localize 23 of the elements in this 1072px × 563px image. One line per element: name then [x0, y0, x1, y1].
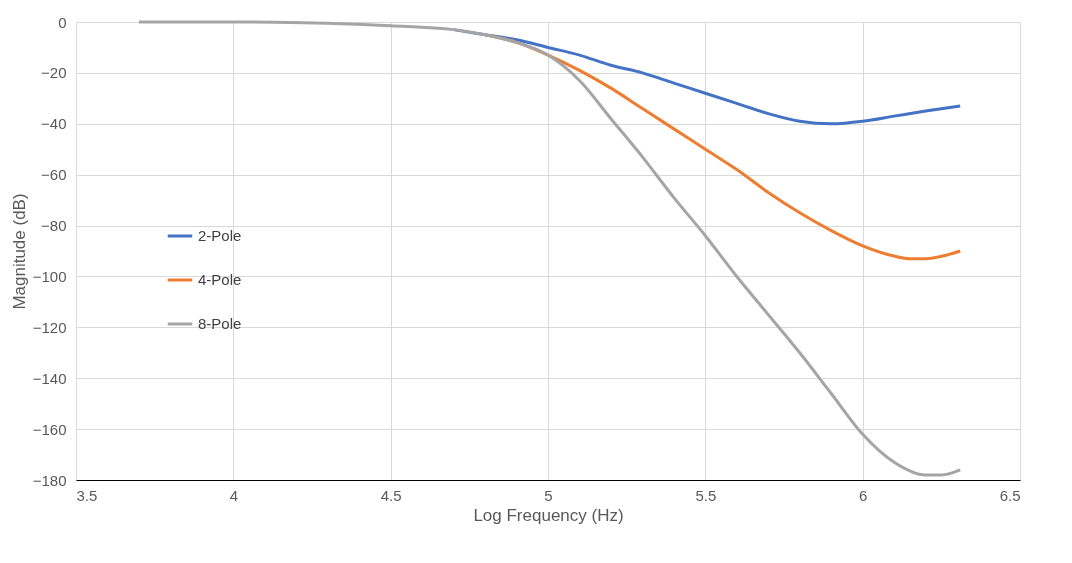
y-tick-label: −140	[32, 369, 67, 387]
legend-label: 8-Pole	[198, 315, 242, 332]
x-tick-label: 5	[544, 486, 553, 504]
y-tick-label: −120	[32, 318, 67, 336]
x-tick-label: 4	[229, 486, 239, 504]
y-axis-title: Magnitude (dB)	[9, 193, 29, 310]
y-tick-label: 0	[58, 13, 67, 31]
y-tick-label: −80	[41, 217, 67, 235]
x-tick-label: 5.5	[695, 486, 717, 504]
y-tick-label: −160	[32, 420, 67, 438]
legend-label: 2-Pole	[198, 227, 242, 244]
x-tick-label: 6.5	[999, 486, 1021, 504]
x-tick-label: 6	[858, 486, 868, 504]
y-tick-label: −180	[32, 471, 67, 489]
x-tick-label: 4.5	[380, 486, 402, 504]
y-tick-label: −40	[41, 115, 67, 133]
legend-label: 4-Pole	[198, 271, 242, 288]
y-tick-label: −60	[41, 166, 67, 184]
line-series	[137, 20, 962, 477]
x-axis-title: Log Frequency (Hz)	[473, 505, 624, 525]
y-tick-label: −20	[41, 64, 67, 82]
x-tick-label: 3.5	[76, 486, 98, 504]
y-tick-label: −100	[32, 267, 67, 285]
